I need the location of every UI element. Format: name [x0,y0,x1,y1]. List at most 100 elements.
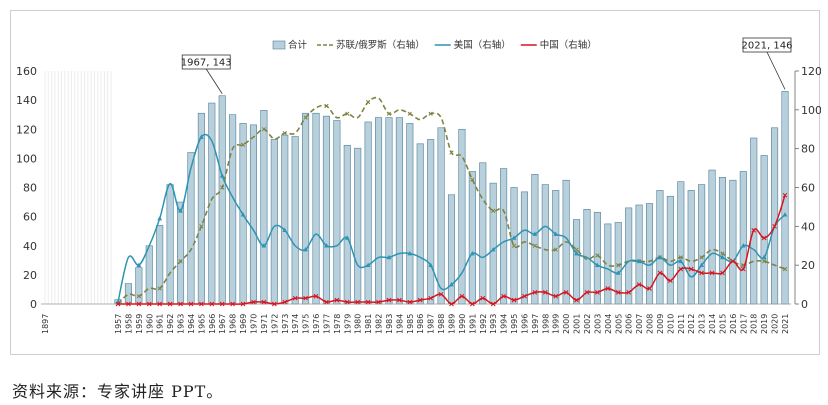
x-tick-label-1978: 1978 [333,314,342,334]
point-marker-2-1985 [407,299,413,305]
y-right-tick-label: 40 [801,220,815,233]
x-tick-label-2006: 2006 [625,314,634,334]
bar-total-1991 [468,171,476,305]
bar-total-1987 [427,139,435,305]
x-tick-label-2010: 2010 [666,314,675,334]
y-right-tick-label: 20 [801,259,815,272]
y-left-tick-label: 60 [23,211,37,224]
point-marker-0-2001 [574,247,579,252]
point-marker-1-1985 [407,250,413,256]
x-tick-label-1977: 1977 [322,314,331,334]
x-tick-label-1991: 1991 [468,314,477,334]
point-marker-0-1967 [220,185,225,190]
point-marker-0-2013 [699,255,704,260]
y-right-tick-label: 60 [801,182,815,195]
bar-total-2018 [750,137,758,305]
point-marker-0-1969 [240,142,246,147]
point-marker-2-1984 [397,297,402,303]
x-tick-label-1999: 1999 [552,314,561,334]
bar-total-2014 [708,169,716,305]
y-right-tick-label: 100 [801,104,821,117]
point-marker-2-1982 [376,299,381,305]
bar-total-2013 [698,184,706,305]
point-marker-2-2003 [595,289,600,295]
point-marker-2-2016 [730,258,736,264]
chart-frame: 0 20 40 60 80 100 120 140 160 0 20 40 60 80 100 120 1897… [10,10,821,355]
x-tick-label-1957: 1957 [114,314,123,334]
x-tick-label-2021: 2021 [781,314,790,334]
point-marker-2-1986 [417,297,423,303]
point-marker-0-2003 [595,253,600,258]
point-marker-2-2013 [699,270,704,276]
x-tick-label-2013: 2013 [698,314,707,334]
point-marker-1-2011 [678,258,684,264]
x-tick-label-1976: 1976 [312,314,321,334]
point-marker-2-2012 [688,266,694,272]
bar-total-1972 [270,139,278,305]
point-marker-0-2019 [762,259,767,264]
point-marker-1-2021 [782,212,788,217]
legend-label-0: 合计 [288,39,308,51]
bar-total-2003 [593,211,601,305]
point-marker-0-1995 [511,243,517,248]
x-tick-label-2007: 2007 [635,314,644,334]
point-marker-2-1958 [126,301,131,307]
point-marker-2-1962 [167,301,173,307]
point-marker-1-2013 [699,262,705,267]
point-marker-2-1981 [365,299,371,305]
bar-total-1998 [541,184,549,305]
x-tick-label-2017: 2017 [739,314,748,334]
bar-total-2006 [625,207,633,305]
x-tick-label-1992: 1992 [479,314,488,334]
point-marker-2-2006 [626,289,632,295]
point-marker-2-1960 [146,301,152,307]
point-marker-2-1987 [428,295,434,301]
point-marker-0-1993 [491,208,496,213]
callout-leader-2021 [766,51,786,90]
x-tick-label-1990: 1990 [458,314,467,334]
point-marker-0-1959 [136,294,141,299]
callouts: 1967, 143 2021, 146 [181,37,792,94]
bar-total-2012 [687,190,695,305]
source-note: 资料来源：专家讲座 PPT。 [12,382,224,401]
bar-total-1983 [385,117,393,305]
y-left-tick-label: 20 [23,269,37,282]
x-tick-label-1994: 1994 [500,314,509,334]
y-left-tick-label: 80 [23,182,37,195]
point-marker-2-1964 [188,301,194,307]
callout-label-1967: 1967, 143 [181,58,232,69]
point-marker-2-1991 [469,301,475,307]
point-marker-1-1983 [386,254,392,260]
bar-total-1997 [531,174,539,305]
point-marker-2-1973 [282,299,288,305]
point-marker-1-1973 [282,227,288,233]
bar-total-1970 [249,124,258,305]
point-marker-1-1999 [553,231,559,236]
y-right-tick-label: 120 [801,65,821,78]
point-marker-2-1959 [136,301,142,307]
bar-total-1996 [520,191,528,305]
x-tick-label-2011: 2011 [677,314,686,334]
legend-label-3: 中国（右轴） [540,39,597,51]
point-marker-1-2003 [595,262,600,267]
point-marker-1-1977 [324,243,329,248]
chart-svg: 0 20 40 60 80 100 120 140 160 0 20 40 60 80 100 120 1897… [16,37,821,334]
bar-total-2001 [573,219,581,305]
x-tick-label-1958: 1958 [124,314,133,334]
legend-swatch-0 [272,40,286,50]
x-tick-label-1997: 1997 [531,314,540,334]
x-tick-label-1982: 1982 [375,314,384,334]
point-marker-0-1989 [449,150,454,155]
point-marker-1-1967 [219,173,225,178]
x-tick-label-1969: 1969 [239,314,248,334]
x-tick-label-2018: 2018 [750,314,759,334]
x-tick-label-2014: 2014 [708,314,717,334]
x-tick-label-1972: 1972 [270,314,279,334]
point-marker-1-1997 [532,231,538,236]
bar-total-1980 [354,147,362,305]
bar-total-1959 [135,267,143,305]
bars-layer [44,71,789,305]
x-tick-label-1984: 1984 [395,314,404,334]
bar-total-2019 [760,155,768,305]
point-marker-2-1966 [209,301,215,307]
